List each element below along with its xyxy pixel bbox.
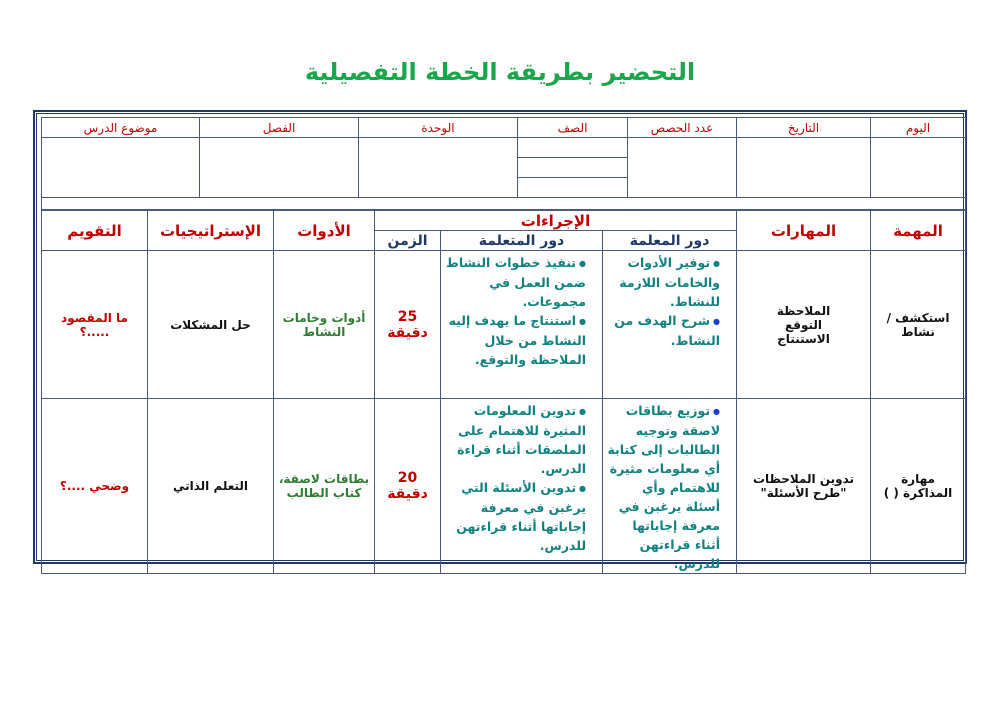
tools-cell: أدوات وخامات النشاط bbox=[273, 250, 375, 399]
header-lesson-topic: موضوع الدرس bbox=[41, 117, 200, 138]
learner-role-cell: تنفيذ خطوات النشاط ضمن العمل في مجموعات.… bbox=[440, 250, 604, 399]
header-day: اليوم bbox=[870, 117, 966, 138]
evaluation-cell: ما المقصود .....؟ bbox=[41, 250, 148, 399]
header-grade: الصف bbox=[517, 117, 628, 138]
header-teacher-role: دور المعلمة bbox=[602, 230, 738, 251]
lesson-plan-frame: اليوم التاريخ عدد الحصص الصف الوحدة الفص… bbox=[34, 111, 967, 574]
spacer-row bbox=[41, 197, 966, 210]
header-time: الزمن bbox=[373, 230, 442, 251]
grade-cell[interactable] bbox=[517, 137, 628, 198]
unit-cell[interactable] bbox=[358, 137, 518, 198]
day-cell[interactable] bbox=[870, 137, 966, 198]
header-evaluation: التقويم bbox=[41, 210, 148, 251]
skill: الملاحظة bbox=[776, 303, 831, 318]
header-task: المهمة bbox=[870, 210, 967, 251]
list-item: شرح الهدف من النشاط. bbox=[607, 311, 720, 350]
strategy-cell: حل المشكلات bbox=[147, 250, 274, 399]
task-cell: استكشف / نشاط bbox=[870, 250, 967, 399]
header-chapter: الفصل bbox=[199, 117, 359, 138]
periods-cell[interactable] bbox=[627, 137, 737, 198]
header-tools: الأدوات bbox=[273, 210, 375, 251]
skills-cell: الملاحظة التوقع الاستنتاج bbox=[736, 250, 872, 399]
lesson-topic-cell[interactable] bbox=[41, 137, 200, 198]
header-skills: المهارات bbox=[736, 210, 872, 251]
procedures-table: المهمة المهارات الإجراءات الأدوات الإستر… bbox=[41, 210, 967, 574]
skill: "طرح الأسئلة" bbox=[760, 486, 847, 500]
list-item: توفير الأدوات والخامات اللازمة للنشاط. bbox=[607, 253, 720, 311]
header-strategies: الإستراتيجيات bbox=[147, 210, 274, 251]
teacher-role-cell: توزيع بطاقات لاصقة وتوجيه الطالبات إلى ك… bbox=[602, 398, 738, 574]
list-item: تدوين المعلومات المثيرة للاهتمام على الم… bbox=[445, 401, 586, 478]
chapter-cell[interactable] bbox=[199, 137, 359, 198]
page-title: التحضير بطريقة الخطة التفصيلية bbox=[304, 58, 696, 86]
header-unit: الوحدة bbox=[358, 117, 518, 138]
time-cell: 25 دقيقة bbox=[373, 250, 442, 399]
skill: التوقع bbox=[784, 317, 823, 332]
evaluation-cell: وضحي ....؟ bbox=[41, 398, 148, 574]
list-item: استنتاج ما يهدف إليه النشاط من خلال المل… bbox=[445, 311, 586, 369]
teacher-role-cell: توفير الأدوات والخامات اللازمة للنشاط.شر… bbox=[602, 250, 738, 399]
skills-cell: تدوين الملاحظات "طرح الأسئلة" bbox=[736, 398, 872, 574]
tools-cell: بطاقات لاصقة، كتاب الطالب bbox=[273, 398, 375, 574]
header-periods: عدد الحصص bbox=[627, 117, 737, 138]
list-item: توزيع بطاقات لاصقة وتوجيه الطالبات إلى ك… bbox=[607, 401, 720, 573]
time-cell: 20 دقيقة bbox=[373, 398, 442, 574]
header-date: التاريخ bbox=[736, 117, 871, 138]
header-learner-role: دور المتعلمة bbox=[440, 230, 604, 251]
lesson-info-table: اليوم التاريخ عدد الحصص الصف الوحدة الفص… bbox=[41, 117, 966, 210]
skill: تدوين الملاحظات bbox=[752, 472, 855, 486]
header-procedures: الإجراءات bbox=[373, 210, 738, 231]
strategy-cell: التعلم الذاتي bbox=[147, 398, 274, 574]
skill: الاستنتاج bbox=[777, 331, 830, 346]
list-item: تنفيذ خطوات النشاط ضمن العمل في مجموعات. bbox=[445, 253, 586, 311]
list-item: تدوين الأسئلة التي يرغبن في معرفة إجابات… bbox=[445, 478, 586, 555]
date-cell[interactable] bbox=[736, 137, 871, 198]
task-cell: مهارة المذاكرة ( ) bbox=[870, 398, 967, 574]
learner-role-cell: تدوين المعلومات المثيرة للاهتمام على الم… bbox=[440, 398, 604, 574]
table-row: مهارة المذاكرة ( ) تدوين الملاحظات "طرح ا… bbox=[41, 398, 967, 574]
